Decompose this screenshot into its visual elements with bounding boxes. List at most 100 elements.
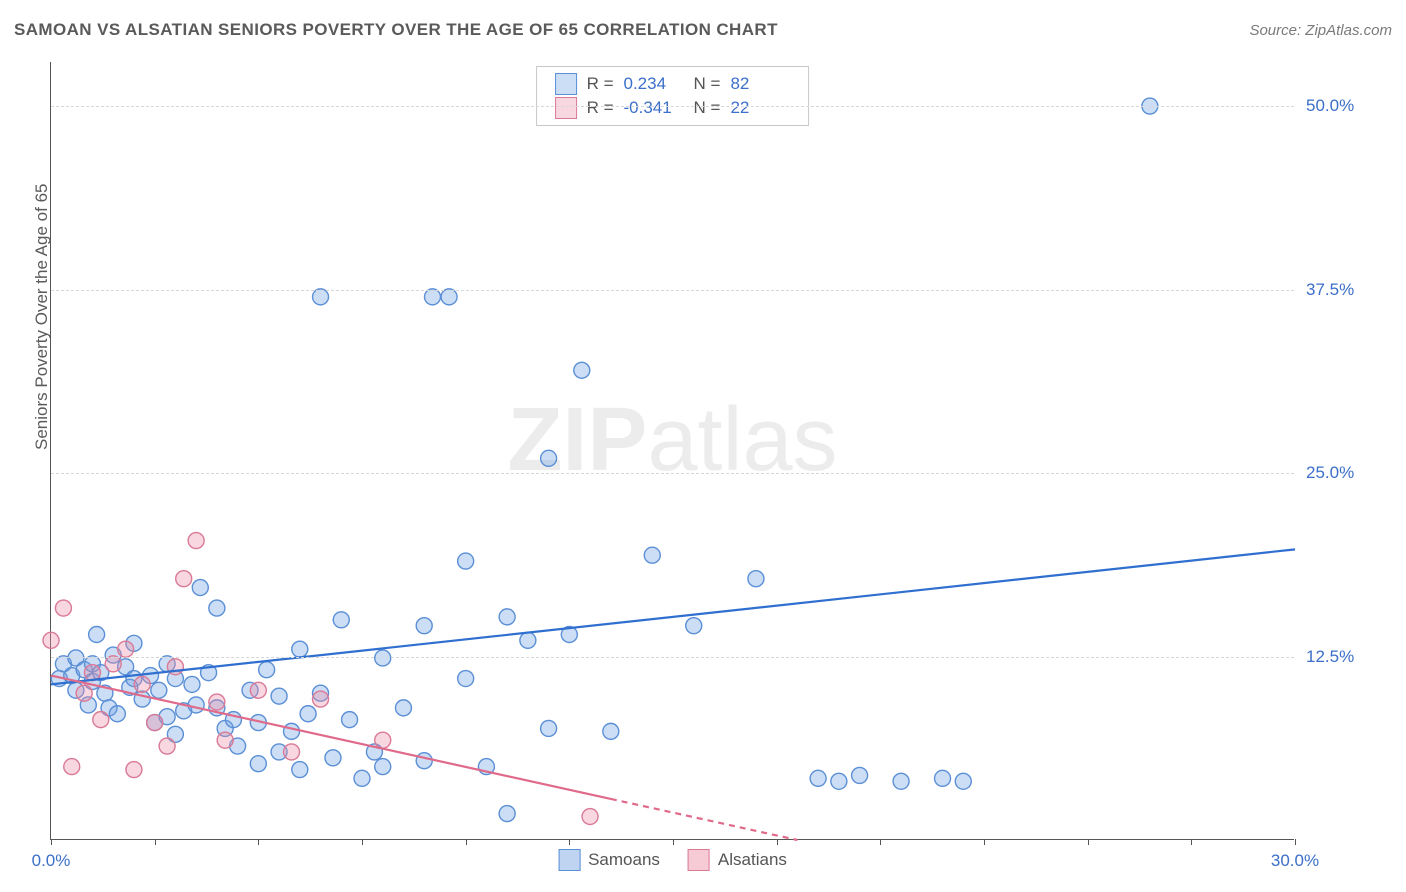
data-point — [118, 641, 134, 657]
data-point — [375, 650, 391, 666]
data-point — [582, 809, 598, 825]
r-label: R = — [587, 74, 614, 94]
swatch-alsatians — [688, 849, 710, 871]
data-point — [499, 609, 515, 625]
data-point — [192, 580, 208, 596]
data-point — [292, 762, 308, 778]
r-value-samoans: 0.234 — [624, 74, 684, 94]
x-tick — [466, 839, 467, 845]
x-tick — [777, 839, 778, 845]
data-point — [209, 694, 225, 710]
data-point — [748, 571, 764, 587]
data-point — [313, 691, 329, 707]
plot-area: ZIPatlas R = 0.234 N = 82 R = -0.341 N =… — [50, 62, 1294, 840]
data-point — [126, 762, 142, 778]
data-point — [300, 706, 316, 722]
x-tick-label: 0.0% — [32, 851, 71, 871]
data-point — [64, 759, 80, 775]
plot-svg — [51, 62, 1294, 839]
data-point — [271, 688, 287, 704]
x-tick — [258, 839, 259, 845]
chart-title: SAMOAN VS ALSATIAN SENIORS POVERTY OVER … — [14, 20, 778, 40]
data-point — [209, 600, 225, 616]
grid-line — [51, 473, 1294, 474]
n-label: N = — [694, 98, 721, 118]
grid-line — [51, 290, 1294, 291]
data-point — [424, 289, 440, 305]
y-tick-label: 25.0% — [1306, 463, 1396, 483]
data-point — [354, 770, 370, 786]
x-tick — [984, 839, 985, 845]
data-point — [250, 682, 266, 698]
n-value-samoans: 82 — [730, 74, 790, 94]
data-point — [159, 738, 175, 754]
data-point — [644, 547, 660, 563]
data-point — [935, 770, 951, 786]
x-tick — [569, 839, 570, 845]
x-tick — [155, 839, 156, 845]
source-label: Source: ZipAtlas.com — [1249, 22, 1392, 39]
data-point — [284, 744, 300, 760]
data-point — [109, 706, 125, 722]
data-point — [188, 533, 204, 549]
data-point — [375, 732, 391, 748]
data-point — [810, 770, 826, 786]
data-point — [395, 700, 411, 716]
trend-line — [51, 676, 611, 799]
data-point — [574, 362, 590, 378]
data-point — [342, 712, 358, 728]
data-point — [499, 806, 515, 822]
data-point — [76, 685, 92, 701]
data-point — [375, 759, 391, 775]
data-point — [217, 732, 233, 748]
legend-row-samoans: R = 0.234 N = 82 — [555, 73, 791, 95]
grid-line — [51, 657, 1294, 658]
legend-label-alsatians: Alsatians — [718, 850, 787, 870]
legend-item-alsatians: Alsatians — [688, 849, 787, 871]
x-tick — [673, 839, 674, 845]
x-tick — [1191, 839, 1192, 845]
data-point — [184, 676, 200, 692]
data-point — [686, 618, 702, 634]
data-point — [134, 676, 150, 692]
n-value-alsatians: 22 — [730, 98, 790, 118]
y-axis-label: Seniors Poverty Over the Age of 65 — [32, 184, 52, 450]
data-point — [955, 773, 971, 789]
legend-series: Samoans Alsatians — [558, 849, 787, 871]
data-point — [89, 626, 105, 642]
data-point — [541, 450, 557, 466]
legend-row-alsatians: R = -0.341 N = 22 — [555, 97, 791, 119]
data-point — [55, 600, 71, 616]
swatch-alsatians — [555, 97, 577, 119]
data-point — [458, 671, 474, 687]
x-tick — [1088, 839, 1089, 845]
data-point — [416, 753, 432, 769]
y-tick-label: 12.5% — [1306, 647, 1396, 667]
data-point — [458, 553, 474, 569]
legend-correlation: R = 0.234 N = 82 R = -0.341 N = 22 — [536, 66, 810, 126]
data-point — [416, 618, 432, 634]
legend-item-samoans: Samoans — [558, 849, 660, 871]
data-point — [176, 571, 192, 587]
chart-container: SAMOAN VS ALSATIAN SENIORS POVERTY OVER … — [0, 0, 1406, 892]
data-point — [603, 723, 619, 739]
data-point — [43, 632, 59, 648]
n-label: N = — [694, 74, 721, 94]
y-tick-label: 37.5% — [1306, 280, 1396, 300]
data-point — [325, 750, 341, 766]
y-tick-label: 50.0% — [1306, 96, 1396, 116]
trend-line — [51, 549, 1295, 684]
swatch-samoans — [558, 849, 580, 871]
x-tick — [362, 839, 363, 845]
legend-label-samoans: Samoans — [588, 850, 660, 870]
r-label: R = — [587, 98, 614, 118]
data-point — [333, 612, 349, 628]
grid-line — [51, 106, 1294, 107]
data-point — [852, 767, 868, 783]
data-point — [541, 720, 557, 736]
swatch-samoans — [555, 73, 577, 95]
data-point — [151, 682, 167, 698]
data-point — [188, 697, 204, 713]
x-tick — [880, 839, 881, 845]
data-point — [292, 641, 308, 657]
